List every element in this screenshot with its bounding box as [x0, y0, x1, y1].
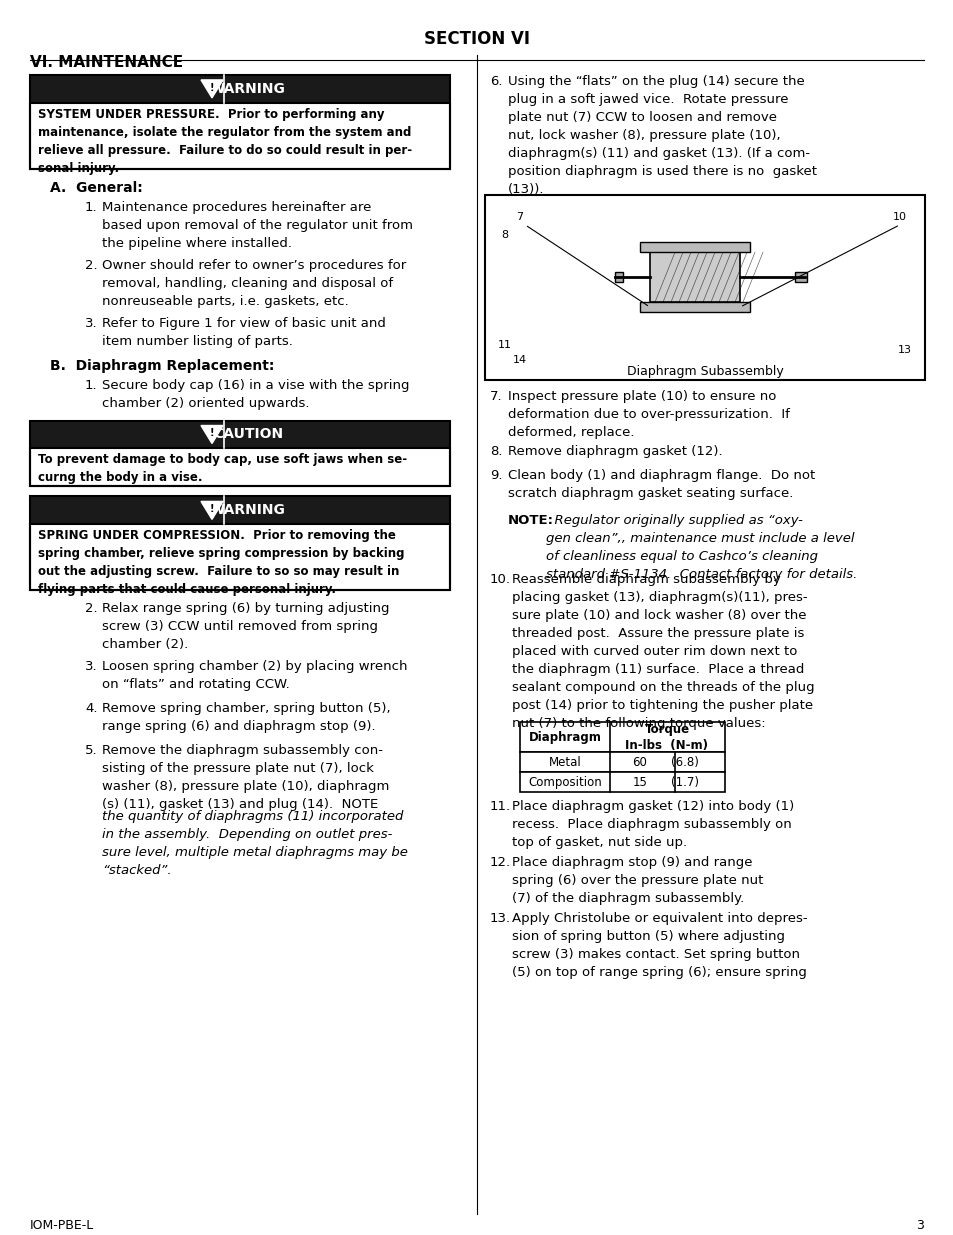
FancyBboxPatch shape	[519, 722, 724, 752]
Text: 2.: 2.	[85, 603, 97, 615]
FancyBboxPatch shape	[30, 420, 450, 448]
Text: VI. MAINTENANCE: VI. MAINTENANCE	[30, 54, 183, 70]
Text: 2.: 2.	[85, 258, 97, 272]
Polygon shape	[201, 426, 223, 443]
Text: WARNING: WARNING	[210, 82, 286, 96]
Text: Refer to Figure 1 for view of basic unit and
item number listing of parts.: Refer to Figure 1 for view of basic unit…	[102, 316, 385, 347]
FancyBboxPatch shape	[30, 496, 450, 525]
FancyBboxPatch shape	[519, 772, 724, 792]
Text: 60: 60	[632, 756, 647, 768]
Text: Owner should refer to owner’s procedures for
removal, handling, cleaning and dis: Owner should refer to owner’s procedures…	[102, 258, 406, 308]
Text: 8: 8	[501, 230, 508, 240]
Text: 1.: 1.	[85, 379, 97, 391]
Text: Torque
In-lbs  (N-m): Torque In-lbs (N-m)	[625, 722, 708, 752]
Text: Inspect pressure plate (10) to ensure no
deformation due to over-pressurization.: Inspect pressure plate (10) to ensure no…	[507, 389, 789, 438]
Text: 9.: 9.	[490, 469, 502, 483]
Text: !: !	[210, 504, 214, 515]
Text: 5.: 5.	[85, 745, 97, 757]
Text: WARNING: WARNING	[210, 504, 286, 517]
Text: !: !	[210, 83, 214, 93]
Text: Diaphragm: Diaphragm	[528, 731, 600, 743]
Text: 10: 10	[892, 211, 906, 222]
Text: !: !	[210, 429, 214, 438]
Text: 3: 3	[915, 1219, 923, 1231]
FancyBboxPatch shape	[30, 75, 450, 103]
Text: (6.8): (6.8)	[670, 756, 699, 768]
Text: 7.: 7.	[490, 389, 502, 403]
Text: Apply Christolube or equivalent into depres-
sion of spring button (5) where adj: Apply Christolube or equivalent into dep…	[512, 911, 807, 979]
Text: 3.: 3.	[85, 661, 97, 673]
FancyBboxPatch shape	[649, 252, 740, 303]
Text: (1.7): (1.7)	[670, 776, 699, 789]
Text: 12.: 12.	[490, 856, 511, 869]
Text: 11: 11	[497, 340, 512, 350]
Text: SECTION VI: SECTION VI	[423, 30, 530, 48]
Text: Reassemble diaphragm subassembly by
placing gasket (13), diaphragm(s)(11), pres-: Reassemble diaphragm subassembly by plac…	[512, 573, 814, 730]
Text: IOM-PBE-L: IOM-PBE-L	[30, 1219, 94, 1231]
Text: To prevent damage to body cap, use soft jaws when se-
curng the body in a vise.: To prevent damage to body cap, use soft …	[38, 453, 407, 484]
Text: Remove spring chamber, spring button (5),
range spring (6) and diaphragm stop (9: Remove spring chamber, spring button (5)…	[102, 703, 390, 734]
Text: SPRING UNDER COMPRESSION.  Prior to removing the
spring chamber, relieve spring : SPRING UNDER COMPRESSION. Prior to remov…	[38, 530, 404, 597]
Text: SYSTEM UNDER PRESSURE.  Prior to performing any
maintenance, isolate the regulat: SYSTEM UNDER PRESSURE. Prior to performi…	[38, 107, 412, 175]
Text: A.  General:: A. General:	[50, 180, 143, 195]
Text: Place diaphragm gasket (12) into body (1)
recess.  Place diaphragm subassembly o: Place diaphragm gasket (12) into body (1…	[512, 800, 794, 848]
Text: Using the “flats” on the plug (14) secure the
plug in a soft jawed vice.  Rotate: Using the “flats” on the plug (14) secur…	[507, 75, 816, 196]
Polygon shape	[201, 501, 223, 520]
Text: 8.: 8.	[490, 446, 502, 458]
Text: 3.: 3.	[85, 316, 97, 330]
Text: 4.: 4.	[85, 703, 97, 715]
Text: 1.: 1.	[85, 201, 97, 214]
Text: Loosen spring chamber (2) by placing wrench
on “flats” and rotating CCW.: Loosen spring chamber (2) by placing wre…	[102, 661, 407, 692]
FancyBboxPatch shape	[794, 272, 806, 282]
Text: Regulator originally supplied as “oxy-
gen clean”,, maintenance must include a l: Regulator originally supplied as “oxy- g…	[545, 515, 857, 582]
Text: 7: 7	[516, 211, 523, 222]
FancyBboxPatch shape	[639, 303, 749, 312]
Text: Clean body (1) and diaphragm flange.  Do not
scratch diaphragm gasket seating su: Clean body (1) and diaphragm flange. Do …	[507, 469, 815, 519]
Text: 10.: 10.	[490, 573, 511, 587]
FancyBboxPatch shape	[639, 242, 749, 252]
Text: Place diaphragm stop (9) and range
spring (6) over the pressure plate nut
(7) of: Place diaphragm stop (9) and range sprin…	[512, 856, 762, 905]
Text: 15: 15	[632, 776, 647, 789]
Text: Diaphragm Subassembly: Diaphragm Subassembly	[626, 366, 782, 378]
Text: the quantity of diaphragms (11) incorporated
in the assembly.  Depending on outl: the quantity of diaphragms (11) incorpor…	[102, 810, 408, 877]
Text: B.  Diaphragm Replacement:: B. Diaphragm Replacement:	[50, 358, 274, 373]
Text: 13.: 13.	[490, 911, 511, 925]
Text: 11.: 11.	[490, 800, 511, 813]
Text: Secure body cap (16) in a vise with the spring
chamber (2) oriented upwards.: Secure body cap (16) in a vise with the …	[102, 379, 409, 410]
Text: CAUTION: CAUTION	[213, 427, 283, 441]
FancyBboxPatch shape	[519, 752, 724, 772]
Text: Remove diaphragm gasket (12).: Remove diaphragm gasket (12).	[507, 446, 721, 458]
Text: Remove the diaphragm subassembly con-
sisting of the pressure plate nut (7), loc: Remove the diaphragm subassembly con- si…	[102, 745, 389, 811]
Polygon shape	[201, 80, 223, 98]
FancyBboxPatch shape	[30, 525, 450, 590]
Text: Relax range spring (6) by turning adjusting
screw (3) CCW until removed from spr: Relax range spring (6) by turning adjust…	[102, 603, 389, 651]
FancyBboxPatch shape	[615, 272, 622, 282]
Text: Metal: Metal	[548, 756, 580, 768]
Text: 14: 14	[513, 354, 526, 364]
Text: 6.: 6.	[490, 75, 502, 88]
Text: Maintenance procedures hereinafter are
based upon removal of the regulator unit : Maintenance procedures hereinafter are b…	[102, 201, 413, 249]
FancyBboxPatch shape	[30, 448, 450, 487]
Text: Composition: Composition	[528, 776, 601, 789]
Text: 13: 13	[897, 345, 911, 354]
FancyBboxPatch shape	[484, 195, 924, 379]
FancyBboxPatch shape	[30, 103, 450, 169]
Text: NOTE:: NOTE:	[507, 515, 554, 527]
